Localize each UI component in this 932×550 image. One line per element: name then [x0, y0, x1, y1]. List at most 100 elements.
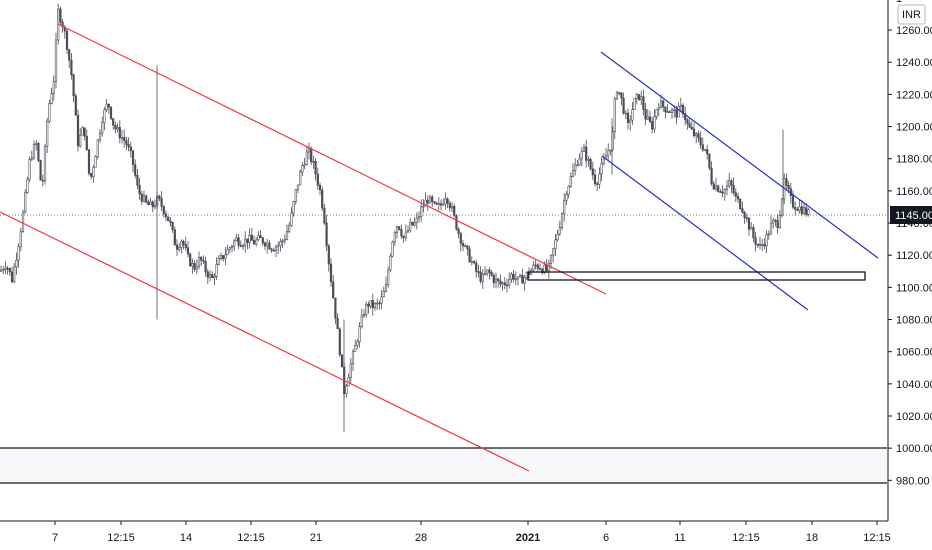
candle-body [466, 245, 469, 250]
candle-body [127, 144, 130, 148]
candle-body [666, 111, 669, 113]
candle-body [459, 233, 462, 244]
candle-body [347, 377, 350, 387]
candle-body [384, 284, 388, 292]
candle-body [37, 142, 40, 161]
candle-body [413, 222, 416, 226]
candle-body [2, 269, 5, 271]
candle-body [758, 244, 762, 246]
candle-body [431, 196, 434, 203]
candle-body [351, 351, 355, 365]
candle-body [356, 341, 359, 346]
candle-body [470, 261, 473, 263]
candle-body [653, 116, 656, 130]
candle-body [173, 229, 176, 246]
candle-body [272, 249, 275, 252]
candle-body [609, 149, 612, 152]
candle-body [411, 221, 414, 226]
candle-body [565, 194, 568, 201]
candle-body [202, 259, 205, 262]
candle-body [81, 127, 84, 136]
candle-body [120, 136, 124, 139]
candle-body [376, 302, 379, 305]
x-tick-label: 12:15 [107, 532, 135, 544]
candle-body [228, 247, 231, 250]
candle-body [134, 164, 137, 176]
candle-body [222, 255, 225, 260]
candle-body [318, 184, 322, 191]
y-tick-label: 1120.00 [896, 250, 932, 262]
candle-body [215, 264, 218, 277]
candle-body [244, 238, 247, 247]
candle-body [107, 103, 110, 108]
candle-body [725, 185, 729, 190]
candle-body [576, 164, 579, 167]
candle-body [571, 170, 575, 177]
candle-body [426, 199, 429, 204]
candle-body [248, 234, 251, 243]
candle-body [664, 106, 667, 113]
candle-body [116, 127, 119, 130]
candle-body [406, 230, 410, 233]
candle-body [453, 206, 456, 216]
candle-body [79, 134, 82, 147]
candle-body [662, 100, 665, 108]
candle-body [180, 241, 183, 248]
candle-body [15, 259, 18, 268]
candle-body [717, 185, 720, 192]
candle-body [398, 226, 401, 230]
candle-body [774, 219, 777, 222]
candle-body [728, 180, 731, 187]
red-channel-lower-line [0, 211, 530, 472]
candle-body [0, 269, 3, 272]
candle-body [404, 231, 407, 239]
candle-body [8, 268, 11, 273]
candle-body [340, 354, 344, 368]
candle-body [488, 269, 491, 273]
candle-body [569, 176, 572, 187]
candle-body [767, 233, 770, 236]
candle-body [736, 196, 740, 200]
candle-body [226, 248, 229, 256]
candle-body [380, 296, 383, 304]
candle-body [787, 184, 790, 190]
candle-body [312, 160, 315, 163]
candle-body [492, 275, 495, 283]
candle-body [129, 146, 132, 152]
candle-body [153, 205, 157, 208]
candle-body [622, 97, 625, 114]
candle-body [519, 274, 522, 278]
candle-body [76, 114, 80, 147]
candle-body [688, 123, 691, 128]
candle-body [428, 196, 432, 204]
candle-body [169, 220, 172, 223]
candle-body [670, 109, 674, 113]
candle-body [70, 59, 73, 76]
x-tick-label: 12:15 [863, 532, 891, 544]
currency-label: INR [902, 9, 921, 21]
candle-body [28, 159, 31, 180]
candle-body [510, 273, 513, 280]
candle-body [802, 207, 806, 214]
candle-body [191, 263, 194, 267]
candle-body [585, 146, 588, 161]
candle-body [657, 107, 660, 110]
candle-body [325, 222, 328, 247]
candle-body [497, 278, 500, 282]
candle-body [118, 127, 121, 139]
candle-body [697, 133, 700, 139]
last-price-label: 1145.00 [895, 210, 932, 222]
candle-body [745, 217, 748, 220]
candle-body [747, 217, 751, 230]
candle-body [761, 244, 764, 246]
candle-body [699, 137, 702, 146]
candle-body [437, 203, 440, 205]
candle-body [798, 206, 801, 211]
candle-body [123, 136, 126, 141]
candle-body [646, 116, 649, 120]
candle-body [182, 241, 185, 245]
candle-body [618, 92, 621, 94]
candle-body [175, 244, 179, 250]
candle-body [213, 276, 216, 279]
